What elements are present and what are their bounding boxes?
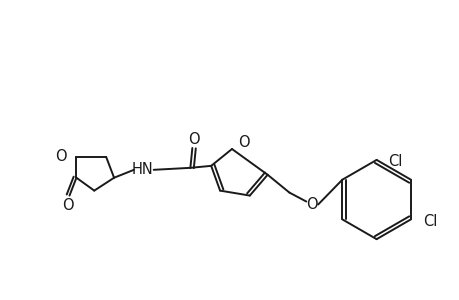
Text: Cl: Cl xyxy=(422,214,436,229)
Text: O: O xyxy=(237,135,249,150)
Text: O: O xyxy=(306,197,317,212)
Text: O: O xyxy=(62,198,73,213)
Text: HN: HN xyxy=(132,162,153,177)
Text: O: O xyxy=(55,149,67,164)
Text: O: O xyxy=(188,132,200,147)
Text: Cl: Cl xyxy=(388,154,402,169)
